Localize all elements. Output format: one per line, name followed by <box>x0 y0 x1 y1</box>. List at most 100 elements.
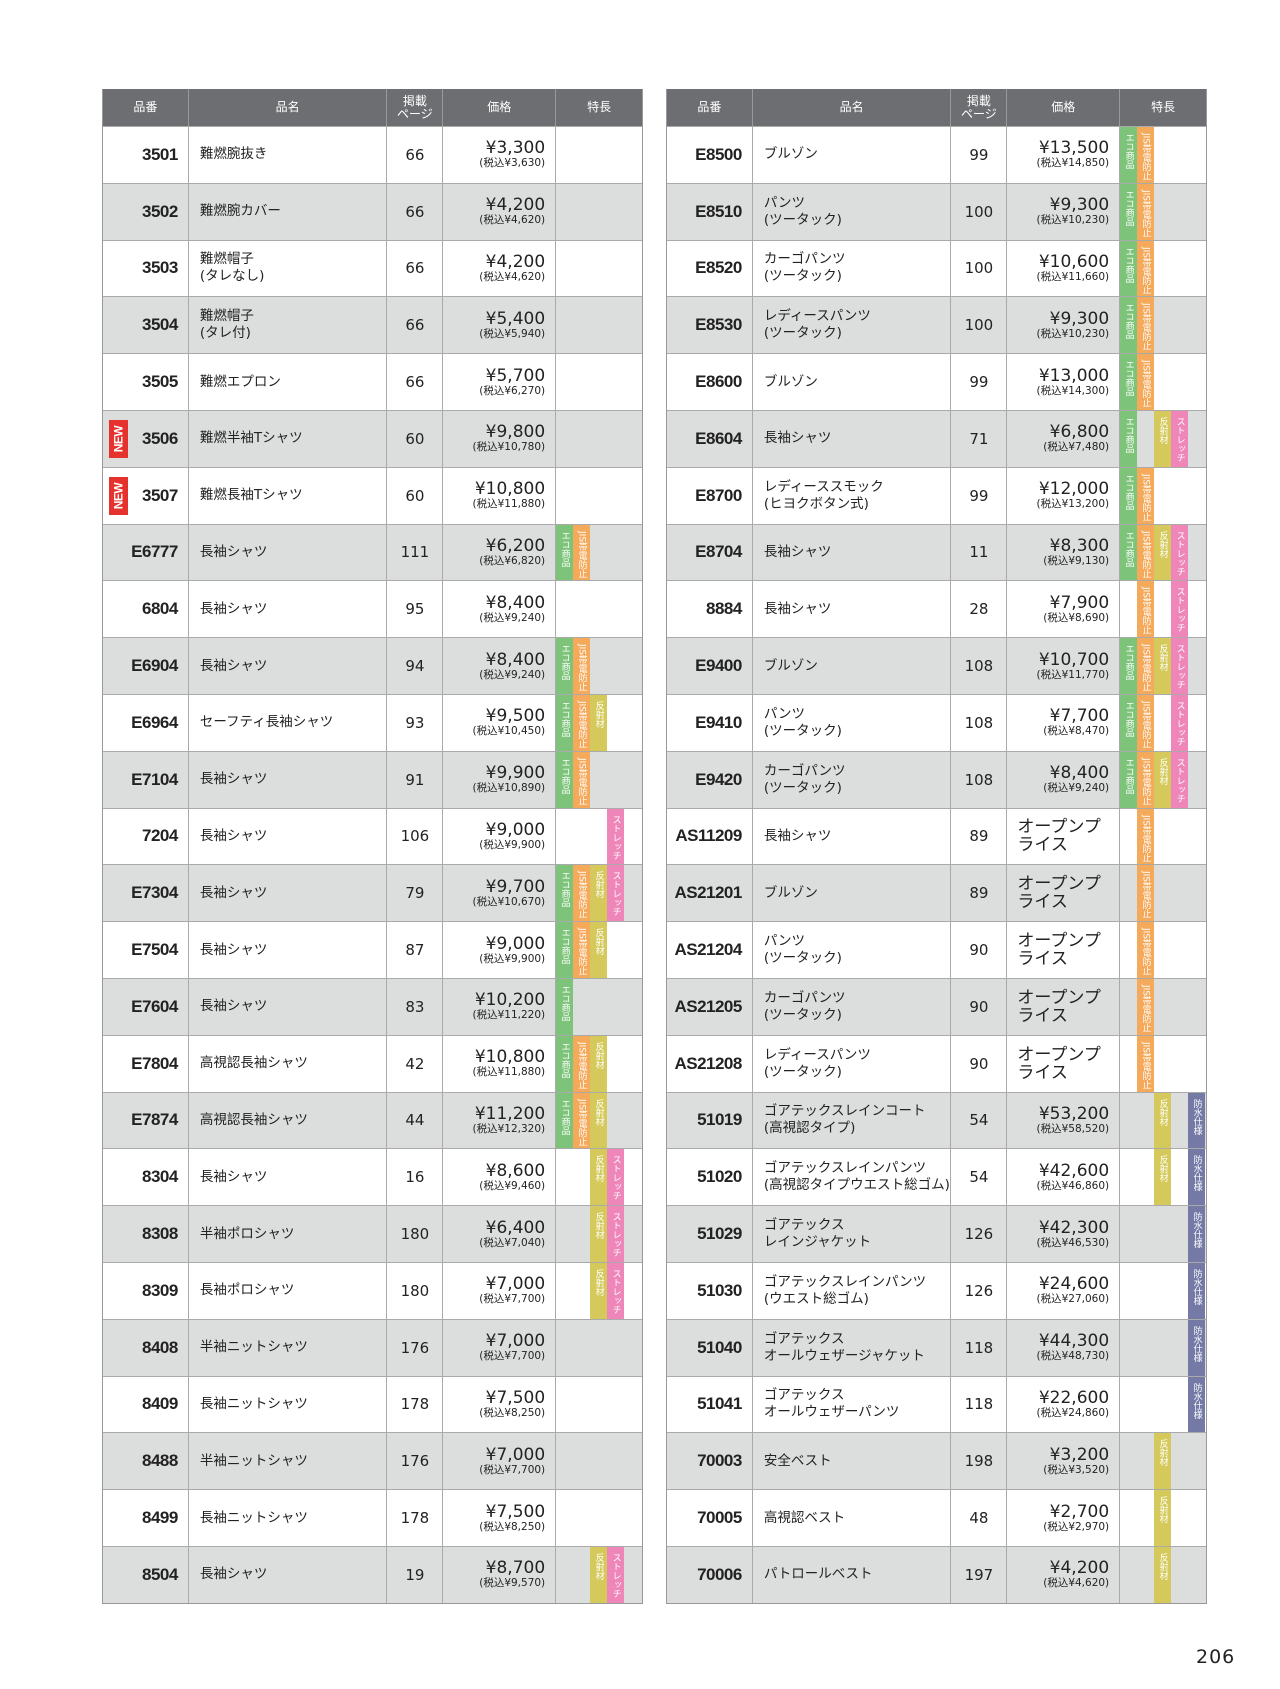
feature-tag-eco: エコ商品 <box>1120 354 1138 410</box>
price: ¥7,000 (税込¥7,700) <box>443 1262 557 1319</box>
price-value: ¥10,800 <box>474 479 546 500</box>
price: ¥13,500 (税込¥14,850) <box>1007 127 1121 183</box>
catalog-page-text: 108 <box>964 770 994 789</box>
product-name: パンツ (ツータック) <box>753 694 952 751</box>
feature-tag-ref: 反射材 <box>1154 1490 1172 1546</box>
catalog-page-text: 100 <box>964 316 994 335</box>
product-number: E7604 <box>103 978 189 1035</box>
feature-tag-jis: JIS帯電防止 <box>573 1092 591 1149</box>
table-row: 70006 パトロールベスト 197 ¥4,200 (税込¥4,620) 反射材 <box>667 1545 1206 1603</box>
catalog-page-text: 176 <box>400 1452 430 1471</box>
product-number: 8499 <box>103 1490 189 1546</box>
feature-tag-wp: 防水仕様 <box>1188 1376 1206 1433</box>
product-name: レディーススモック (ヒヨクボタン式) <box>753 467 952 524</box>
product-name: 半袖ニットシャツ <box>189 1433 388 1490</box>
features: JIS帯電防止 ストレッチ <box>1120 581 1206 638</box>
price-value: ¥9,000 <box>485 819 546 840</box>
product-number: E6904 <box>103 638 189 694</box>
price-tax-included: (税込¥9,240) <box>479 611 546 624</box>
price-tax-included: (税込¥8,690) <box>1043 611 1110 624</box>
product-number: 3503 <box>103 240 189 297</box>
feature-tag-ref: 反射材 <box>1154 638 1172 694</box>
features: 防水仕様 <box>1120 1262 1206 1319</box>
price-value: ¥4,200 <box>485 195 546 216</box>
new-badge-label: NEW <box>111 482 126 509</box>
product-number: E8600 <box>667 354 753 410</box>
table-row: AS21201 ブルゾン 89 オープンプライス JIS帯電防止 <box>667 864 1206 922</box>
feature-tag-jis: JIS帯電防止 <box>573 865 591 922</box>
header-page: 掲載 ページ <box>387 89 444 126</box>
product-number: NEW 3506 <box>103 410 189 467</box>
price: ¥11,200 (税込¥12,320) <box>443 1092 557 1149</box>
feature-tag-jis: JIS帯電防止 <box>1137 524 1155 581</box>
product-number: E7304 <box>103 865 189 922</box>
catalog-page: 66 <box>387 240 444 297</box>
feature-tag-jis: JIS帯電防止 <box>1137 978 1155 1035</box>
product-name: 長袖シャツ <box>753 808 952 865</box>
catalog-page: 176 <box>387 1433 444 1490</box>
feature-tag-jis: JIS帯電防止 <box>1137 183 1155 240</box>
table-row: E6964 セーフティ長袖シャツ 93 ¥9,500 (税込¥10,450) エコ商品 JI… <box>103 693 642 751</box>
table-row: E8510 パンツ (ツータック) 100 ¥9,300 (税込¥10,230) エコ商品… <box>667 182 1206 240</box>
header-name: 品名 <box>189 89 388 126</box>
table-row: E7874 高視認長袖シャツ 44 ¥11,200 (税込¥12,320) エコ商品 JIS… <box>103 1091 642 1149</box>
product-name: カーゴパンツ (ツータック) <box>753 240 952 297</box>
catalog-page: 108 <box>951 751 1008 808</box>
feature-tag-ref: 反射材 <box>1154 1092 1172 1149</box>
table-row: 70003 安全ベスト 198 ¥3,200 (税込¥3,520) 反射材 <box>667 1432 1206 1490</box>
catalog-page: 126 <box>951 1262 1008 1319</box>
table-row: 8308 半袖ポロシャツ 180 ¥6,400 (税込¥7,040) 反射材 ストレッチ <box>103 1205 642 1262</box>
product-number-text: 8488 <box>142 1451 178 1471</box>
table-row: 51029 ゴアテックス レインジャケット 126 ¥42,300 (税込¥46,530… <box>667 1205 1206 1262</box>
catalog-page-text: 118 <box>964 1395 994 1414</box>
table-row: 3505 難燃エプロン 66 ¥5,700 (税込¥6,270) <box>103 353 642 410</box>
product-name-text: 難燃半袖Tシャツ <box>199 430 303 447</box>
product-name-text: 長袖シャツ <box>763 543 832 560</box>
feature-tag-str: ストレッチ <box>1171 638 1189 694</box>
catalog-page-text: 198 <box>964 1452 994 1471</box>
catalog-page: 99 <box>951 354 1008 410</box>
product-name: 長袖シャツ <box>753 410 952 467</box>
product-name: ブルゾン <box>753 127 952 183</box>
feature-tag-eco: エコ商品 <box>1120 297 1138 354</box>
features: 反射材 防水仕様 <box>1120 1149 1206 1206</box>
feature-tag-jis: JIS帯電防止 <box>573 524 591 581</box>
product-number: E8500 <box>667 127 753 183</box>
product-number-text: 8309 <box>142 1280 178 1300</box>
product-number-text: E9410 <box>695 712 742 732</box>
feature-tag-eco: エコ商品 <box>556 978 574 1035</box>
table-row: E9420 カーゴパンツ (ツータック) 108 ¥8,400 (税込¥9,240) エコ… <box>667 750 1206 808</box>
catalog-page-text: 87 <box>405 941 425 960</box>
catalog-page: 99 <box>951 127 1008 183</box>
price-value: ¥8,700 <box>485 1558 546 1579</box>
table-row: E7604 長袖シャツ 83 ¥10,200 (税込¥11,220) エコ商品 <box>103 977 642 1035</box>
features: エコ商品 JIS帯電防止 <box>556 751 642 808</box>
price-value: ¥8,400 <box>485 592 546 613</box>
catalog-page-text: 54 <box>969 1168 989 1187</box>
features <box>556 354 642 410</box>
price-value: オープンプライス <box>1017 931 1101 970</box>
catalog-page: 66 <box>387 354 444 410</box>
catalog-page: 95 <box>387 581 444 638</box>
table-row: 8504 長袖シャツ 19 ¥8,700 (税込¥9,570) 反射材 ストレッチ <box>103 1545 642 1603</box>
price: ¥42,300 (税込¥46,530) <box>1007 1206 1121 1262</box>
product-number-text: E6904 <box>131 656 178 676</box>
product-number: 8504 <box>103 1546 189 1603</box>
catalog-page: 71 <box>951 410 1008 467</box>
price-tax-included: (税込¥6,820) <box>479 554 546 567</box>
feature-tag-jis: JIS帯電防止 <box>1137 581 1155 638</box>
price: ¥9,300 (税込¥10,230) <box>1007 297 1121 354</box>
price-value: ¥7,000 <box>485 1274 546 1295</box>
product-number-text: E8600 <box>695 372 742 392</box>
catalog-page: 198 <box>951 1433 1008 1490</box>
product-number: 3501 <box>103 127 189 183</box>
features: JIS帯電防止 <box>1120 978 1206 1035</box>
price: ¥13,000 (税込¥14,300) <box>1007 354 1121 410</box>
product-name-text: 長袖シャツ <box>199 884 268 901</box>
features: エコ商品 反射材 ストレッチ <box>1120 410 1206 467</box>
price-value: ¥9,900 <box>485 763 546 784</box>
catalog-page: 90 <box>951 1035 1008 1092</box>
table-row: E6904 長袖シャツ 94 ¥8,400 (税込¥9,240) エコ商品 JIS帯電防止 <box>103 637 642 694</box>
product-number: NEW 3507 <box>103 467 189 524</box>
price: ¥24,600 (税込¥27,060) <box>1007 1262 1121 1319</box>
